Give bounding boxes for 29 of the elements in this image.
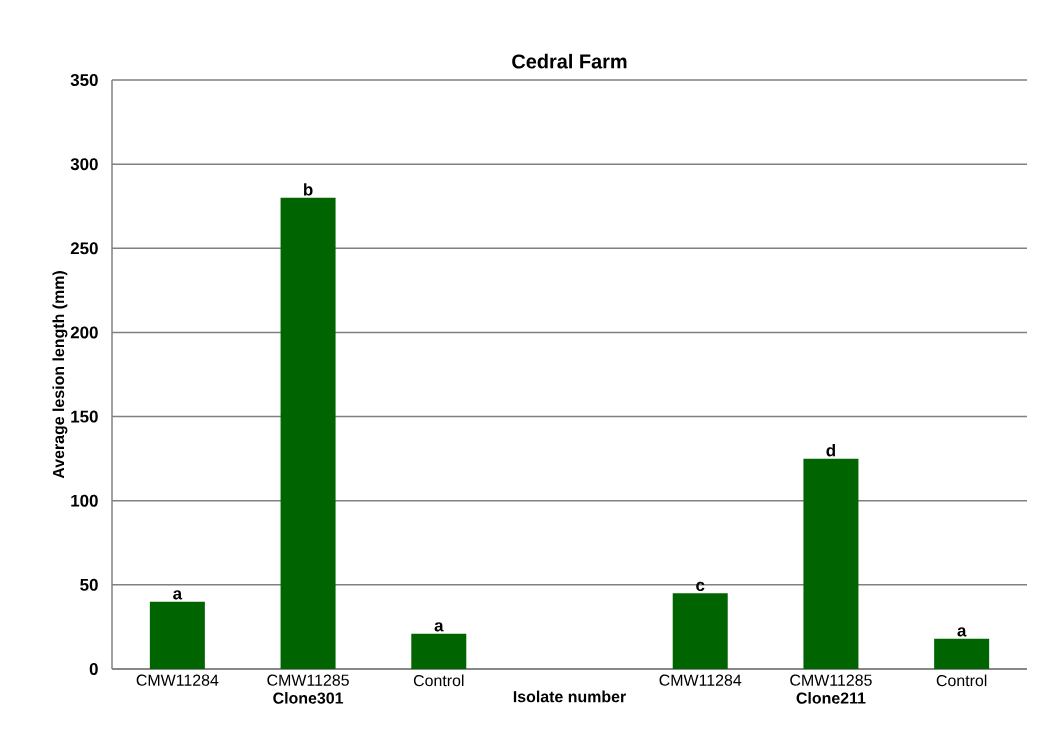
x-tick-label: Control — [936, 674, 987, 687]
bar — [280, 197, 336, 669]
data-label: a — [957, 627, 967, 637]
y-tick-label: 50 — [80, 578, 98, 591]
data-label: a — [173, 590, 183, 600]
y-tick-label: 250 — [70, 242, 98, 255]
x-tick-label: Control — [413, 674, 464, 687]
y-tick-label: 350 — [70, 73, 98, 86]
y-tick-label: 0 — [89, 663, 98, 675]
y-tick-label: 200 — [70, 326, 98, 339]
y-tick-label: 150 — [71, 410, 98, 423]
data-label: a — [434, 622, 444, 632]
bar — [672, 593, 728, 669]
data-label: d — [826, 444, 835, 457]
data-label: b — [304, 183, 313, 196]
chart-title: Cedral Farm — [512, 53, 627, 69]
x-tick-label: CMW11285 Clone211 — [790, 674, 872, 704]
x-tick-label: CMW11284 — [136, 674, 219, 686]
y-tick-label: 300 — [70, 158, 98, 171]
x-tick-label: CMW11285 Clone301 — [267, 674, 349, 704]
data-label: c — [696, 581, 705, 592]
x-tick-label: CMW11284 — [659, 674, 742, 686]
y-axis-title: Average lesion length (mm) — [52, 271, 68, 479]
y-tick-label: 100 — [71, 494, 98, 507]
bar — [934, 638, 990, 669]
bar — [803, 458, 859, 669]
x-axis-title: Isolate number — [513, 690, 626, 703]
bar — [411, 633, 467, 669]
bar — [149, 601, 205, 669]
